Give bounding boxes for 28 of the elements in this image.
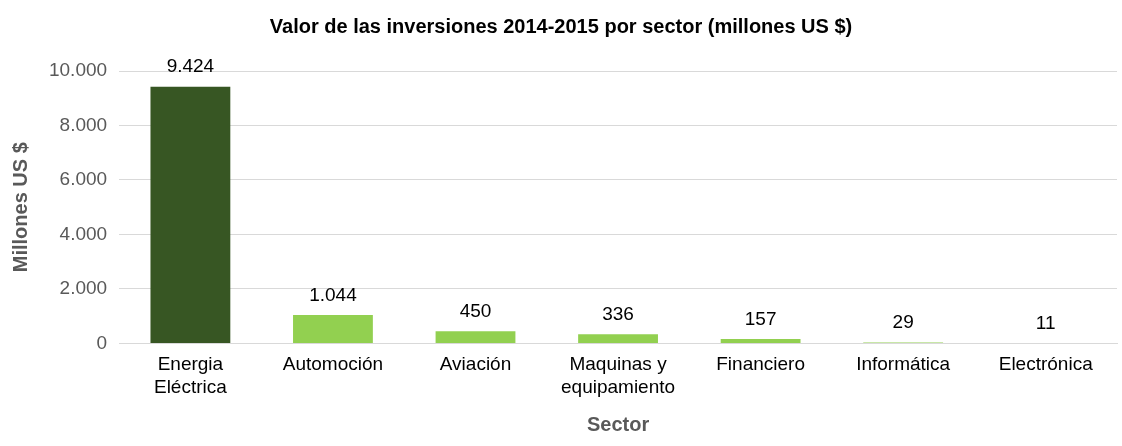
- bar: [435, 331, 516, 343]
- bar: [293, 314, 373, 343]
- chart-title: Valor de las inversiones 2014-2015 por sector (millones US $): [269, 14, 853, 37]
- x-tick-label: Electrónica: [998, 353, 1094, 375]
- y-tick-label: 0: [96, 331, 108, 353]
- data-label: 29: [892, 311, 914, 333]
- data-label: 9.424: [166, 55, 215, 77]
- y-tick-label: 4.000: [59, 222, 108, 244]
- x-tick-label: Aviación: [439, 353, 512, 375]
- x-tick-label: Financiero: [716, 353, 805, 375]
- y-tick-label: 6.000: [59, 168, 108, 190]
- x-tick-label: Informática: [856, 353, 951, 375]
- bar: [720, 339, 801, 343]
- y-axis-title: Millones US $: [8, 142, 31, 273]
- data-label: 11: [1035, 311, 1056, 333]
- bar: [150, 86, 231, 343]
- x-tick-label: Energia Eléctrica: [153, 353, 228, 397]
- data-label: 336: [602, 302, 634, 324]
- data-label: 157: [744, 307, 777, 329]
- x-axis-title: Sector: [586, 412, 650, 435]
- y-tick-label: 10.000: [48, 59, 108, 81]
- y-tick-label: 2.000: [59, 277, 108, 299]
- data-label: 1.044: [309, 283, 358, 305]
- x-tick-label: Maquinas y equipamiento: [561, 353, 676, 397]
- data-label: 450: [459, 299, 492, 321]
- bar: [578, 334, 658, 343]
- y-tick-label: 8.000: [59, 113, 108, 135]
- x-tick-label: Automoción: [282, 353, 384, 375]
